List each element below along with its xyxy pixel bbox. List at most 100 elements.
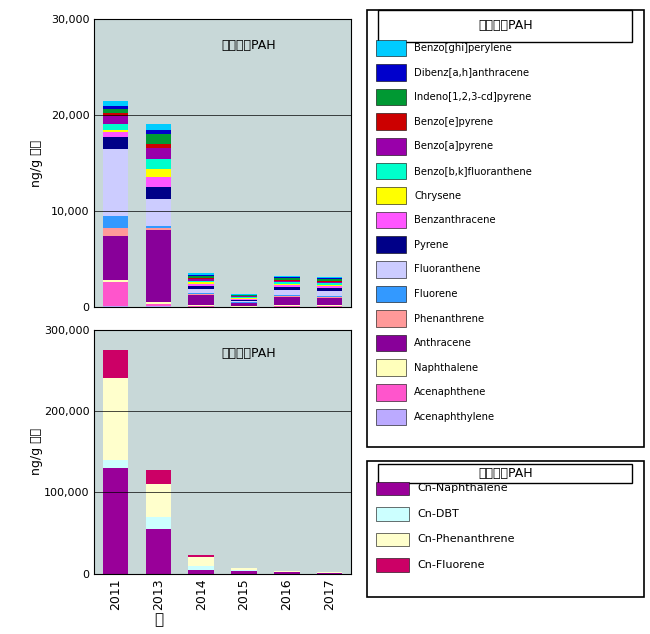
Bar [317,283,343,285]
Bar [274,278,300,280]
Bar [146,230,171,302]
Bar [317,288,343,291]
Bar [376,384,406,401]
Bar [188,306,214,307]
Bar [188,570,214,574]
Bar [103,110,129,113]
Bar [188,273,214,275]
Bar [103,228,129,236]
Text: Cn-DBT: Cn-DBT [417,509,459,519]
Y-axis label: ng/g 乾泥: ng/g 乾泥 [30,139,43,187]
Text: 燃焼由来PAH: 燃焼由来PAH [478,19,533,32]
Bar [103,101,129,105]
Text: Benzanthracene: Benzanthracene [414,215,496,225]
Bar [188,289,214,293]
Bar [376,162,406,179]
Text: 燃焼由来PAH: 燃焼由来PAH [221,39,276,52]
Bar [231,299,257,301]
Text: Acenaphthylene: Acenaphthylene [414,412,495,422]
Bar [188,304,214,306]
Bar [376,482,409,495]
Bar [317,285,343,287]
Text: Benzo[e]pyrene: Benzo[e]pyrene [414,117,493,127]
Bar [103,468,129,574]
Bar [103,216,129,228]
Text: Anthracene: Anthracene [414,338,472,348]
Bar [188,281,214,283]
Bar [103,460,129,468]
Bar [103,113,129,116]
Bar [103,138,129,149]
Bar [317,306,343,307]
Bar [376,187,406,204]
FancyBboxPatch shape [378,463,632,482]
Bar [317,304,343,306]
Bar [317,298,343,304]
Bar [103,149,129,216]
Bar [274,572,300,574]
Bar [376,113,406,130]
Bar [376,64,406,81]
Bar [146,124,171,129]
Bar [188,283,214,285]
Text: Indeno[1,2,3-cd]pyrene: Indeno[1,2,3-cd]pyrene [414,92,532,102]
Bar [103,116,129,124]
Bar [146,144,171,148]
Bar [103,280,129,281]
Bar [376,138,406,155]
Bar [146,187,171,199]
Bar [274,296,300,297]
Bar [231,301,257,302]
Bar [188,285,214,287]
Bar [146,226,171,228]
Text: Benzo[ghi]perylene: Benzo[ghi]perylene [414,43,512,53]
Bar [376,261,406,278]
Bar [103,131,129,138]
Bar [317,276,343,278]
Text: Naphthalene: Naphthalene [414,363,478,373]
Bar [317,279,343,281]
Bar [376,558,409,572]
Bar [231,294,257,295]
Bar [146,517,171,529]
Text: Chrysene: Chrysene [414,190,462,200]
Text: Dibenz[a,h]anthracene: Dibenz[a,h]anthracene [414,67,529,77]
Text: Cn-Phenanthrene: Cn-Phenanthrene [417,534,514,545]
Bar [188,279,214,281]
Bar [146,304,171,306]
Bar [317,281,343,283]
Bar [274,304,300,306]
Bar [146,529,171,574]
Bar [188,555,214,557]
Bar [376,212,406,228]
Bar [376,236,406,253]
Bar [146,228,171,230]
Bar [376,359,406,376]
Text: Fluoranthene: Fluoranthene [414,264,481,275]
Bar [146,159,171,169]
Bar [146,177,171,187]
Bar [103,281,129,306]
Bar [376,286,406,302]
Text: Benzo[a]pyrene: Benzo[a]pyrene [414,141,493,152]
Bar [188,295,214,304]
Text: Cn-Naphthalene: Cn-Naphthalene [417,483,508,493]
Bar [188,293,214,294]
Bar [103,236,129,280]
Bar [188,557,214,566]
Bar [376,533,409,547]
Text: 重油由来PAH: 重油由来PAH [221,347,276,359]
Bar [231,569,257,570]
Text: Benzo[b,k]fluoranthene: Benzo[b,k]fluoranthene [414,166,532,176]
Bar [188,278,214,279]
Bar [274,297,300,304]
Bar [231,297,257,299]
Bar [231,295,257,296]
Bar [376,409,406,425]
Bar [376,507,409,521]
FancyBboxPatch shape [378,10,632,42]
Bar [188,287,214,289]
Bar [188,294,214,295]
Bar [274,285,300,287]
Text: Phenanthrene: Phenanthrene [414,314,484,323]
